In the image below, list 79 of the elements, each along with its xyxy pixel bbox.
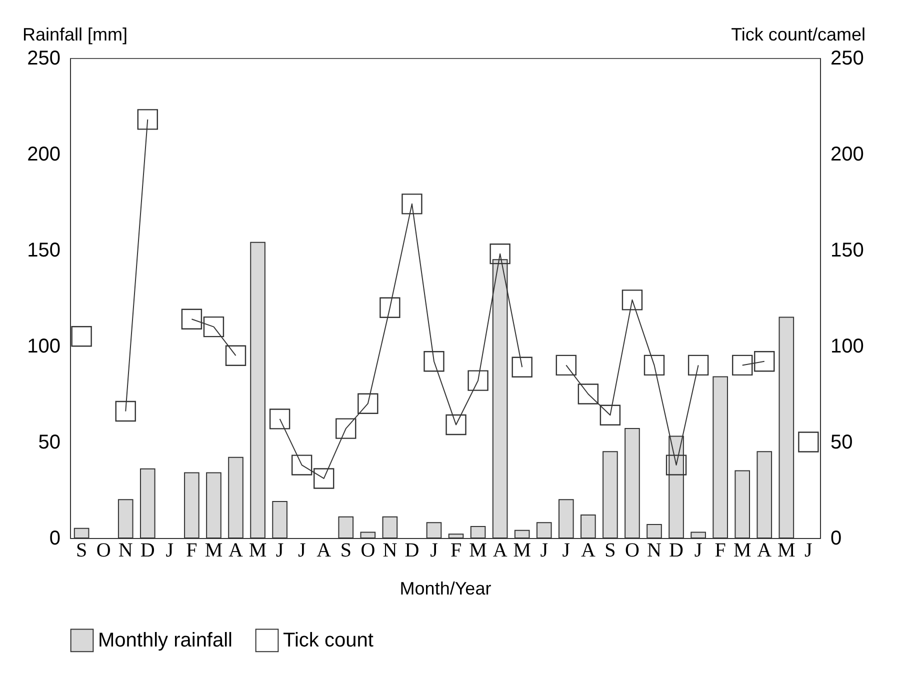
y2-tick-label: 150 [830,240,864,262]
point [380,297,400,318]
x-tick-label: J [298,540,306,562]
point [358,393,378,414]
point [490,243,510,264]
x-tick-label: S [340,540,352,562]
point [798,432,819,452]
x-tick-label: F [186,540,198,562]
y-tick-label: 100 [27,336,60,358]
x-tick-label: D [669,540,684,562]
x-tick-label: J [430,540,438,562]
point [291,454,312,476]
point [622,290,643,310]
x-tick-label: J [562,540,570,562]
x-tick-label: D [404,540,420,562]
y2-axis-title: Tick count/camel [731,24,866,44]
y2-tick-label: 50 [830,432,853,454]
x-tick-label: J [804,540,813,562]
x-tick-label: M [204,540,223,562]
point [644,354,665,376]
legend-label: Tick count [283,629,374,652]
y2-tick-label: 250 [830,48,864,70]
x-tick-label: M [248,540,267,562]
x-tick-label: N [647,540,662,562]
x-tick-label: J [276,540,284,562]
x-tick-label: A [228,540,244,562]
x-tick-label: A [316,540,332,562]
x-tick-label: A [757,540,772,562]
x-tick-label: O [625,540,640,562]
point [402,194,422,214]
point [600,404,621,426]
point [578,384,599,404]
x-tick-label: N [118,540,133,562]
x-tick-label: J [540,540,548,562]
y-tick-label: 200 [27,144,60,166]
y-tick-label: 50 [38,432,60,454]
x-tick-label: F [450,540,462,562]
y2-tick-label: 0 [830,528,842,550]
point [203,316,224,338]
point [556,354,576,376]
x-tick-label: M [513,540,532,562]
y-tick-label: 250 [27,48,60,70]
y-tick-label: 0 [49,528,60,550]
x-tick-label: F [714,540,726,562]
x-tick-label: N [382,540,398,562]
point [137,109,158,130]
x-tick-label: J [166,540,174,562]
x-tick-label: M [469,540,488,562]
x-tick-label: J [694,540,702,562]
x-tick-label: O [360,540,376,562]
point [181,308,202,330]
point [688,354,709,376]
y2-tick-label: 200 [830,144,864,166]
y2-tick-label: 100 [830,336,864,358]
point [424,351,444,372]
point [336,418,356,439]
point [754,351,775,372]
point [446,414,466,436]
point [512,356,532,378]
x-tick-label: M [778,540,796,562]
y-axis-title: Rainfall [mm] [22,24,128,44]
point [71,326,92,347]
x-axis-title: Month/Year [400,578,492,598]
point [115,400,136,422]
point [225,345,246,366]
x-tick-label: M [733,540,752,562]
x-tick-label: A [492,540,508,562]
x-tick-label: S [76,540,88,562]
legend-label: Monthly rainfall [98,629,233,652]
x-tick-label: O [96,540,111,562]
x-tick-label: A [580,540,596,562]
point [732,354,753,376]
x-tick-label: S [604,540,616,562]
point [314,468,334,489]
point [269,408,290,430]
point [666,454,687,476]
y-tick-label: 150 [27,240,60,262]
point [468,370,488,391]
x-tick-label: D [140,540,155,562]
